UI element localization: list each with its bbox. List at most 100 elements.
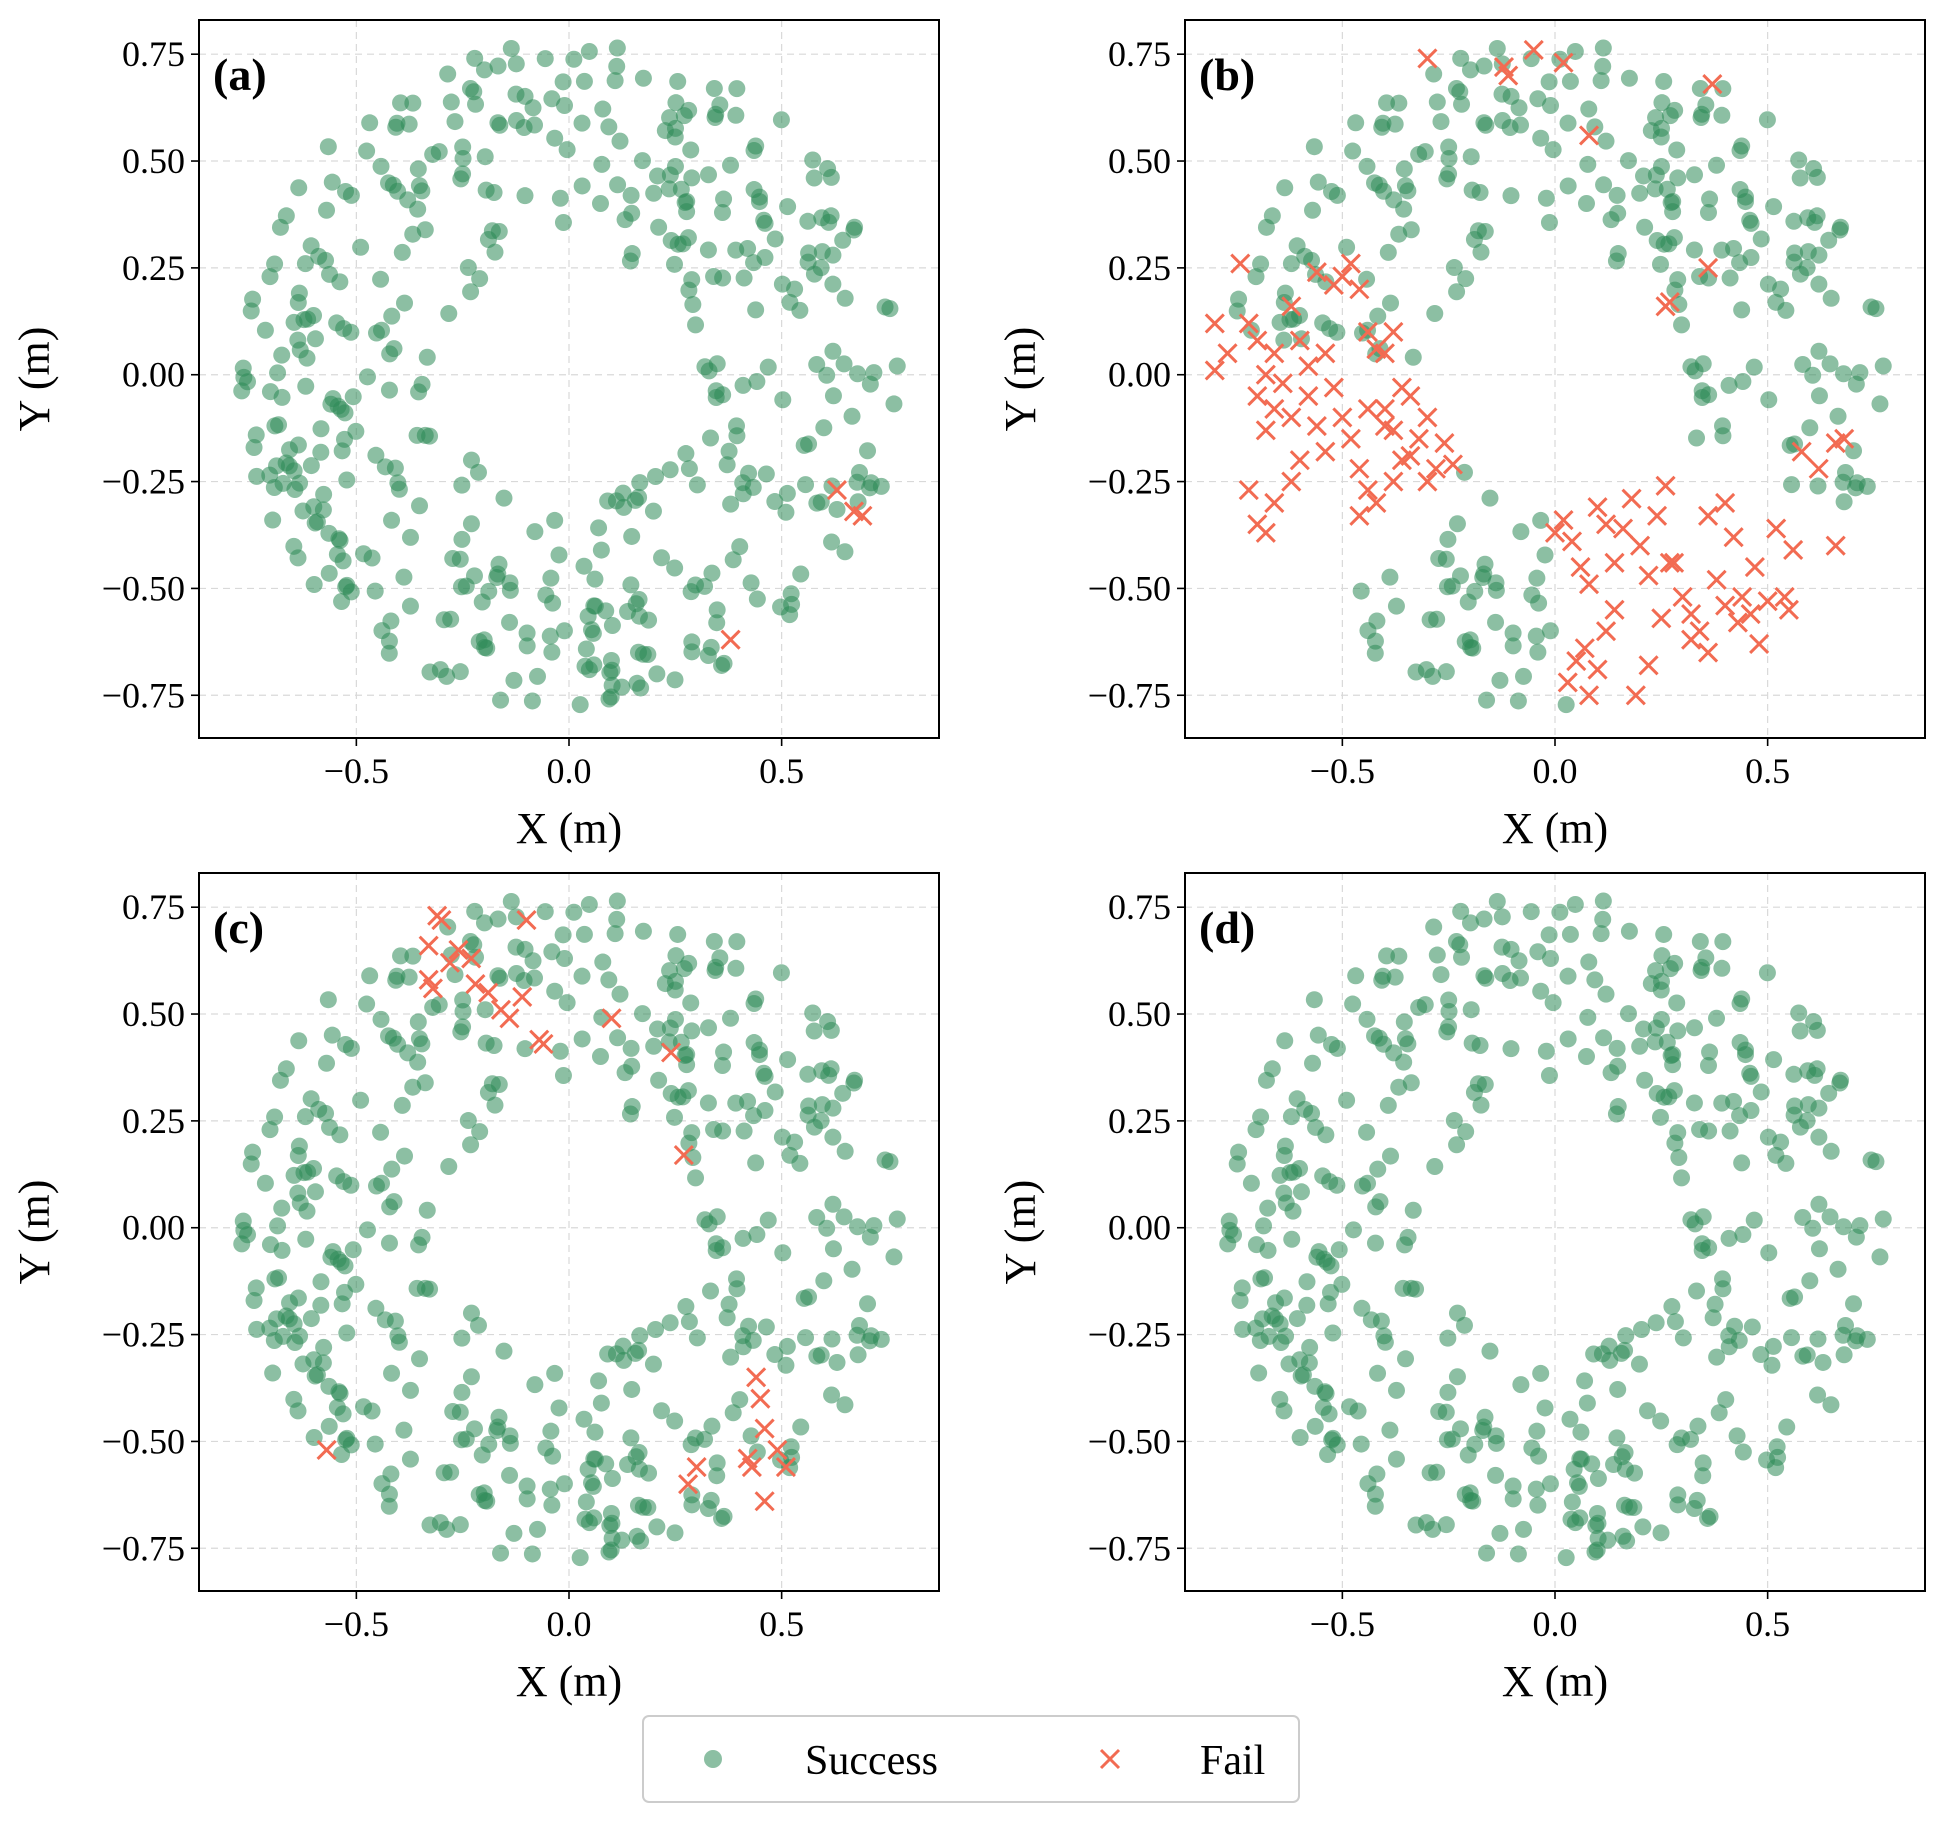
success-point (395, 568, 413, 586)
success-point (1510, 99, 1528, 117)
success-point (1448, 283, 1466, 301)
success-point (728, 933, 746, 951)
success-point (634, 922, 652, 940)
success-point (471, 1123, 489, 1141)
fail-point (754, 1491, 775, 1512)
success-point (265, 479, 283, 497)
success-point (1760, 1244, 1778, 1262)
success-point (314, 501, 332, 519)
success-point (576, 657, 594, 675)
fail-point (1340, 253, 1361, 274)
success-point (1463, 181, 1481, 199)
success-point (1532, 982, 1550, 1000)
success-point (1428, 93, 1446, 111)
success-point (1664, 1056, 1682, 1074)
success-point (383, 1364, 401, 1382)
success-point (1563, 1493, 1581, 1511)
success-point (714, 1122, 732, 1140)
success-point (1646, 1033, 1664, 1051)
success-point (1589, 1470, 1607, 1488)
success-point (1257, 218, 1275, 236)
success-point (476, 148, 494, 166)
success-point (1758, 964, 1776, 982)
success-point (355, 545, 373, 563)
success-point (453, 530, 471, 548)
success-point (824, 1128, 842, 1146)
success-point (822, 207, 840, 225)
fail-point (1698, 505, 1719, 526)
success-point (1557, 1549, 1575, 1567)
success-point (1303, 1104, 1321, 1122)
success-point (1694, 1467, 1712, 1485)
success-point (666, 671, 684, 689)
success-point (751, 188, 769, 206)
success-point (546, 982, 564, 1000)
success-point (1333, 1275, 1351, 1293)
success-point (631, 474, 649, 492)
success-point (273, 346, 291, 364)
success-point (1686, 1215, 1704, 1233)
success-point (747, 1154, 765, 1172)
success-point (1851, 364, 1869, 382)
success-point (586, 1423, 604, 1441)
success-point (1529, 643, 1547, 661)
success-point (1557, 696, 1575, 714)
success-point (715, 1043, 733, 1061)
fail-point (1408, 428, 1429, 449)
success-point (338, 471, 356, 489)
success-point (1341, 1398, 1359, 1416)
success-point (302, 237, 320, 255)
fail-point (1553, 509, 1574, 531)
success-point (1440, 1018, 1458, 1036)
y-tick-label: −0.50 (102, 1421, 185, 1461)
fail-point (1272, 373, 1293, 394)
success-point (505, 671, 523, 689)
fail-point (750, 1388, 771, 1409)
y-axis-label: Y (m) (10, 327, 59, 432)
legend-fail-x (1099, 1748, 1121, 1770)
success-point (573, 114, 591, 132)
fail-point (418, 935, 439, 956)
success-point (1835, 493, 1853, 511)
success-point (1540, 73, 1558, 91)
success-point (828, 500, 846, 518)
success-point (556, 949, 574, 967)
success-point (319, 991, 337, 1009)
success-point (1714, 427, 1732, 445)
fail-point (1561, 531, 1583, 552)
success-point (404, 94, 422, 112)
success-point (834, 231, 852, 249)
success-point (1617, 1327, 1635, 1345)
success-point (683, 643, 701, 661)
success-point (1404, 1201, 1422, 1219)
success-point (1231, 1292, 1249, 1310)
fail-point (1587, 497, 1608, 518)
success-point (1439, 1383, 1457, 1401)
success-point (679, 229, 697, 247)
fail-point (499, 1008, 520, 1029)
success-point (470, 633, 488, 651)
success-point (1358, 157, 1376, 175)
success-point (1620, 69, 1638, 87)
success-point (1767, 1146, 1785, 1164)
fail-point (1255, 420, 1276, 441)
fail-point (1374, 343, 1395, 364)
success-point (314, 1354, 332, 1372)
success-point (344, 1241, 362, 1259)
success-point (471, 270, 489, 288)
success-point (812, 259, 830, 277)
success-point (1731, 254, 1749, 272)
success-point (462, 451, 480, 469)
success-point (824, 387, 842, 405)
success-point (1425, 918, 1443, 936)
success-point (1835, 1346, 1853, 1364)
fail-point (478, 982, 499, 1003)
success-point (713, 1057, 731, 1075)
fail-point (1553, 52, 1574, 73)
success-point (439, 65, 457, 83)
success-point (1514, 1520, 1532, 1538)
success-point (1271, 313, 1289, 331)
success-point (1602, 211, 1620, 229)
success-point (627, 1448, 645, 1466)
success-point (1572, 1423, 1590, 1441)
